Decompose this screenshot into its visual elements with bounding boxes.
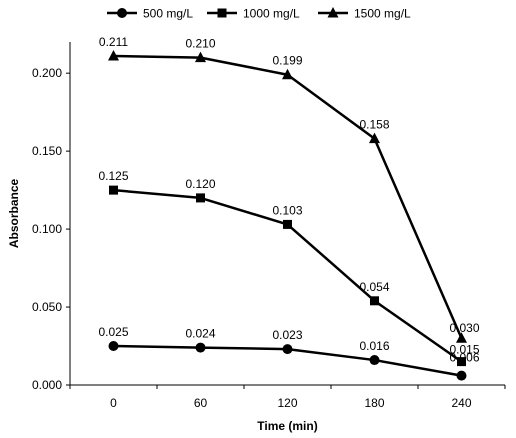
y-tick-label: 0.100 (32, 222, 62, 236)
y-tick-label: 0.200 (32, 66, 62, 80)
data-point (283, 219, 292, 229)
y-tick-label: 0.050 (32, 300, 62, 314)
data-label: 0.030 (449, 321, 479, 335)
y-tick-label: 0.150 (32, 144, 62, 158)
data-label: 0.025 (98, 325, 128, 339)
data-label: 0.158 (359, 118, 389, 132)
legend: 500 mg/L 1000 mg/L 1500 mg/L (107, 7, 411, 21)
data-point (369, 132, 380, 144)
data-point (109, 185, 118, 195)
data-point (456, 332, 467, 343)
data-label: 0.015 (449, 343, 479, 357)
legend-marker (117, 8, 127, 18)
data-label: 0.199 (272, 54, 302, 68)
data-label: 0.023 (272, 328, 302, 342)
legend-marker (217, 8, 227, 18)
y-tick-label: 0.000 (32, 378, 62, 392)
data-label: 0.103 (272, 203, 302, 217)
x-tick-label: 0 (110, 396, 117, 410)
axes: 0.000 0.050 0.100 0.150 0.200 0 60 120 180 240 (32, 42, 506, 410)
data-label: 0.211 (99, 35, 128, 49)
x-tick-label: 60 (194, 396, 208, 410)
x-axis-title: Time (min) (257, 419, 317, 433)
series-line (113, 54, 463, 339)
series-group (108, 50, 467, 381)
legend-label: 1000 mg/L (243, 7, 300, 21)
data-point (282, 68, 293, 80)
data-label: 0.125 (98, 169, 128, 183)
data-label: 0.016 (359, 339, 389, 353)
data-labels: 0.025 0.024 0.023 0.016 0.006 0.125 0.120 0.103… (98, 35, 479, 365)
x-tick-label: 240 (451, 396, 471, 410)
data-point (456, 370, 467, 381)
y-axis-title: Absorbance (7, 179, 21, 249)
data-point (196, 193, 205, 203)
legend-label: 1500 mg/L (354, 7, 411, 21)
x-tick-label: 180 (364, 396, 384, 410)
data-point (108, 341, 119, 352)
data-label: 0.120 (185, 177, 215, 191)
legend-marker (327, 7, 339, 18)
data-point (457, 357, 466, 367)
data-point (282, 344, 293, 355)
data-point (195, 51, 206, 63)
x-tick-label: 120 (277, 396, 297, 410)
data-label: 0.006 (449, 351, 479, 365)
data-label: 0.024 (185, 327, 215, 341)
legend-label: 500 mg/L (143, 7, 193, 21)
data-label: 0.054 (359, 280, 389, 294)
data-point (195, 342, 206, 353)
data-label: 0.210 (185, 37, 215, 51)
data-point (108, 50, 119, 61)
data-point (370, 296, 379, 306)
data-point (369, 355, 380, 366)
